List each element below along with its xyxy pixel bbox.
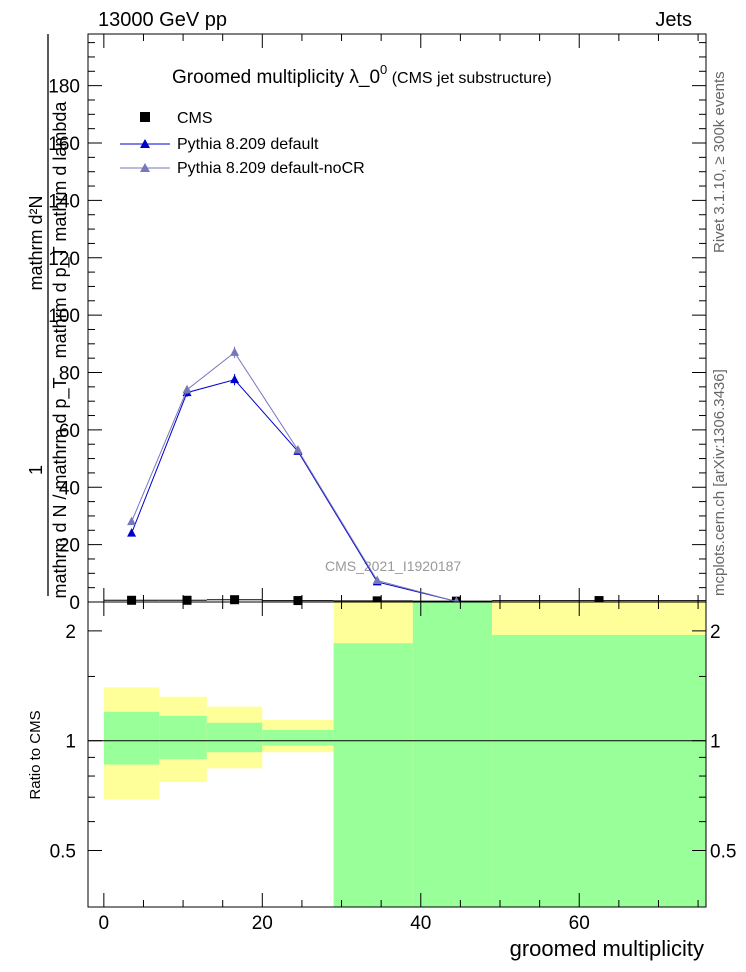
ratio-band-inner	[492, 634, 706, 907]
series-point	[230, 374, 240, 384]
ratio-y-tick-label-right: 0.5	[710, 841, 736, 862]
ylabel-denominator: mathrm d p_T mathrm d lambda	[50, 101, 71, 359]
y-tick-label: 180	[48, 77, 80, 98]
title-text: Groomed multiplicity λ_0	[172, 67, 380, 88]
legend-nocr-label: Pythia 8.209 default-noCR	[177, 160, 365, 177]
ratio-band-inner	[333, 643, 413, 907]
svg-text:Groomed multiplicity λ_00 (CM: Groomed multiplicity λ_00 (CMS jet subst…	[172, 62, 552, 88]
cms-point	[594, 596, 604, 606]
cms-point	[293, 596, 303, 606]
series-point	[230, 347, 240, 356]
header-process: Jets	[655, 9, 692, 31]
ratio-panel-frame	[87, 601, 707, 908]
rivet-label: Rivet 3.1.10, ≥ 300k events	[711, 71, 728, 253]
ratio-band-inner	[159, 715, 207, 760]
x-axis-label: groomed multiplicity	[510, 936, 704, 961]
main-title: Groomed multiplicity λ_00 (CMS jet subst…	[172, 62, 552, 88]
ratio-band-inner	[103, 711, 160, 765]
y-tick-label: 140	[48, 191, 80, 212]
series-point	[127, 528, 137, 537]
ylabel-numerator: mathrm d²N	[26, 195, 46, 290]
series-point	[372, 575, 382, 584]
ratio-bands-layer	[103, 602, 706, 907]
cms-point	[182, 595, 192, 605]
legend-default-label: Pythia 8.209 default	[177, 136, 319, 153]
ylabel-numerator-one: 1	[26, 465, 46, 475]
y-tick-label: 100	[48, 306, 80, 327]
y-tick-label: 0	[69, 593, 80, 614]
x-tick-label: 20	[252, 913, 273, 934]
title-sup: 0	[380, 62, 387, 77]
y-tick-label: 160	[48, 134, 80, 155]
series-point	[293, 444, 303, 454]
main-series-layer	[103, 346, 706, 606]
cms-point	[230, 595, 240, 605]
x-tick-label: 40	[410, 913, 431, 934]
legend-default-marker	[140, 139, 150, 148]
y-tick-label: 120	[48, 249, 80, 270]
ratio-y-tick-label-right: 1	[710, 732, 721, 753]
x-tick-label: 60	[569, 913, 590, 934]
y-tick-label: 60	[59, 421, 80, 442]
ratio-ylabel: Ratio to CMS	[27, 710, 44, 799]
ratio-y-tick-label: 2	[65, 622, 76, 643]
mcplots-label: mcplots.cern.ch [arXiv:1306.3436]	[711, 369, 728, 596]
y-tick-label: 40	[59, 478, 80, 499]
y-tick-label: 80	[59, 364, 80, 385]
ratio-y-tick-label: 0.5	[50, 841, 76, 862]
x-tick-label: 0	[99, 913, 110, 934]
ratio-band-inner	[412, 602, 493, 907]
cms-point	[127, 595, 137, 605]
legend-cms-marker	[140, 112, 150, 122]
legend-nocr-marker	[140, 163, 150, 172]
ratio-y-tick-label: 1	[65, 732, 76, 753]
ratio-y-tick-label-right: 2	[710, 622, 721, 643]
ylabel-full-denominator: mathrm d N / mathrm d p_T	[50, 377, 71, 598]
title-suffix: (CMS jet substructure)	[387, 70, 551, 87]
legend-cms-label: CMS	[177, 110, 213, 127]
series-line	[131, 379, 457, 602]
series-line	[131, 351, 457, 602]
cms-point	[372, 596, 382, 606]
series-point	[182, 384, 192, 394]
header-energy: 13000 GeV pp	[98, 9, 227, 31]
y-tick-label: 20	[59, 536, 80, 557]
analysis-watermark: CMS_2021_I1920187	[325, 558, 461, 574]
ratio-axis-ticks: 0.5 0.51 12 20 20 40 60	[50, 602, 736, 934]
y-axis-label: mathrm d²N 1 mathrm d p_T mathrm d lambd…	[26, 34, 71, 599]
ratio-band-inner	[206, 722, 263, 753]
legend: CMS Pythia 8.209 default Pythia 8.209 de…	[120, 110, 365, 177]
ratio-band-inner	[262, 729, 334, 746]
series-point	[127, 516, 137, 526]
